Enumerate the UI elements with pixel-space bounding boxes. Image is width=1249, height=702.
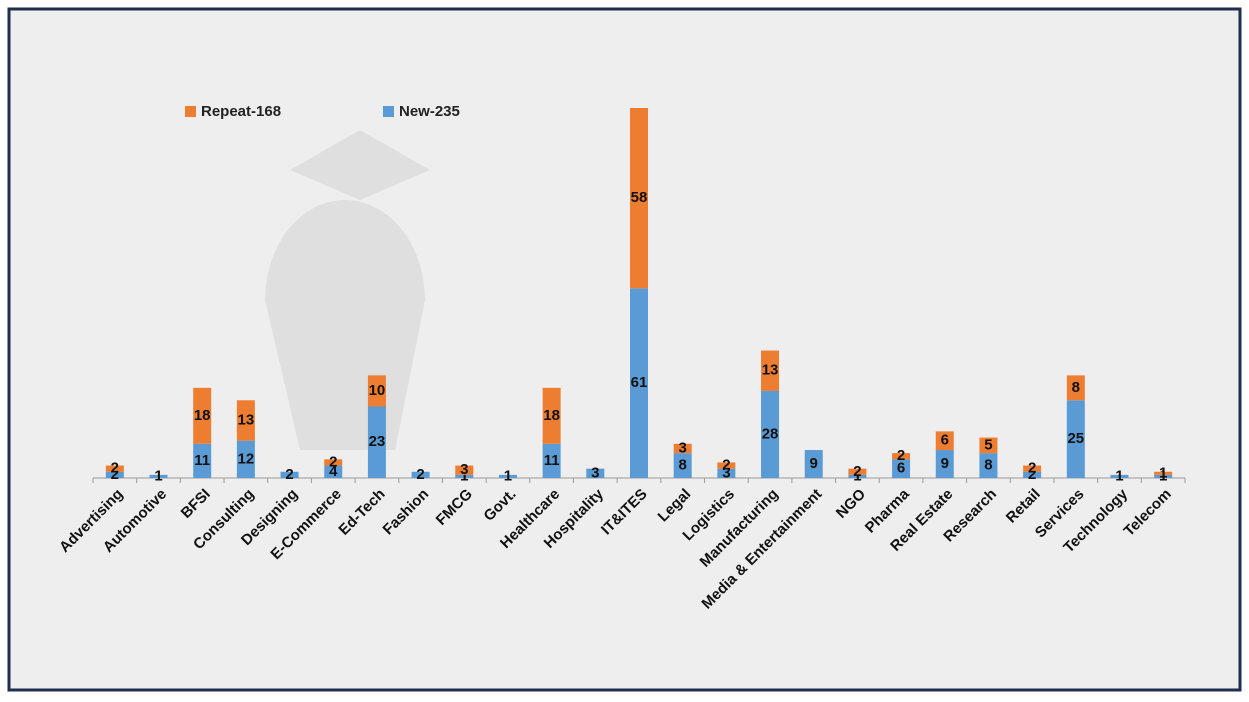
data-label: 1 <box>1115 467 1123 484</box>
bar-segment <box>1066 400 1085 478</box>
bar-segment <box>848 474 867 478</box>
data-label: 11 <box>194 452 210 469</box>
bar-segment <box>280 471 299 478</box>
data-label: 13 <box>238 411 255 428</box>
bar-segment <box>1066 375 1085 401</box>
frame <box>7 7 1242 692</box>
data-label: 2 <box>111 460 119 477</box>
data-label: 3 <box>460 461 468 478</box>
data-label: 2 <box>111 466 119 483</box>
data-label: 9 <box>941 455 949 472</box>
data-label: 2 <box>285 466 293 483</box>
data-label: 58 <box>631 189 648 206</box>
bar-segment <box>105 465 124 472</box>
bar-segment <box>804 450 823 478</box>
data-label: 4 <box>329 463 338 480</box>
data-label: 1 <box>1159 467 1167 484</box>
bar-segment <box>149 474 168 478</box>
bar-segment <box>324 465 343 478</box>
data-label: 1 <box>460 467 468 484</box>
bar-segment <box>1023 471 1042 478</box>
data-label: 9 <box>810 455 818 472</box>
data-label: 2 <box>853 463 861 480</box>
data-label: 11 <box>544 452 560 469</box>
data-label: 8 <box>1072 379 1080 396</box>
bar-segment <box>761 350 780 391</box>
data-label: 3 <box>591 464 599 481</box>
legend-swatch <box>185 106 196 117</box>
bar-segment <box>542 443 561 478</box>
bar-segment <box>673 453 692 478</box>
data-label: 2 <box>897 447 905 464</box>
data-label: 1 <box>154 467 162 484</box>
bar-segment <box>455 465 474 475</box>
data-label: 25 <box>1067 430 1084 447</box>
bar-segment <box>455 474 474 478</box>
data-label: 6 <box>941 432 949 449</box>
data-label: 1 <box>504 467 512 484</box>
data-label: 1 <box>853 467 861 484</box>
bar-segment <box>1110 474 1129 478</box>
legend-label: New-235 <box>399 103 460 120</box>
data-label: 1 <box>1159 464 1167 481</box>
bar-segment <box>630 288 648 478</box>
data-label: 13 <box>762 362 779 379</box>
data-label: 2 <box>329 453 337 470</box>
data-label: 6 <box>897 460 905 477</box>
bar-segment <box>367 375 386 407</box>
data-label: 61 <box>631 374 648 391</box>
legend-swatch <box>383 106 394 117</box>
data-label: 3 <box>722 464 730 481</box>
bar-segment <box>979 453 998 478</box>
data-label: 8 <box>984 457 992 474</box>
data-label: 2 <box>416 466 424 483</box>
bar-segment <box>1154 474 1173 478</box>
bar-segment <box>848 468 867 475</box>
bar-segment <box>324 459 343 466</box>
data-label: 3 <box>679 439 687 456</box>
data-label: 2 <box>1028 466 1036 483</box>
bar-segment <box>1154 471 1173 475</box>
bar-segment <box>193 443 212 478</box>
legend-label: Repeat-168 <box>201 103 281 120</box>
bar-segment <box>542 387 561 444</box>
bar-segment <box>892 453 911 460</box>
bar-segment <box>935 450 954 478</box>
bar-segment <box>979 437 998 454</box>
data-label: 8 <box>679 457 687 474</box>
data-label: 10 <box>369 382 386 399</box>
data-label: 5 <box>984 436 992 453</box>
bar-segment <box>586 468 605 478</box>
data-label: 2 <box>1028 460 1036 477</box>
bar-segment <box>236 400 255 441</box>
bar-segment <box>411 471 430 478</box>
data-label: 18 <box>543 407 560 424</box>
bar-segment <box>761 390 780 478</box>
bar-segment <box>892 459 911 478</box>
bar-segment <box>367 406 386 478</box>
data-label: 2 <box>722 457 730 474</box>
bar-segment <box>236 440 255 478</box>
bar-segment <box>717 462 736 469</box>
data-label: 23 <box>369 433 386 450</box>
data-label: 12 <box>238 450 255 467</box>
bar-segment <box>673 443 692 454</box>
bar-segment <box>193 387 212 444</box>
data-label: 18 <box>194 407 211 424</box>
data-label: 28 <box>762 425 779 442</box>
bar-segment <box>1023 465 1042 472</box>
bar-segment <box>935 431 954 451</box>
bar-segment <box>717 468 736 478</box>
bar-segment <box>105 471 124 478</box>
bar-segment <box>630 108 648 289</box>
bar-segment <box>498 474 517 478</box>
